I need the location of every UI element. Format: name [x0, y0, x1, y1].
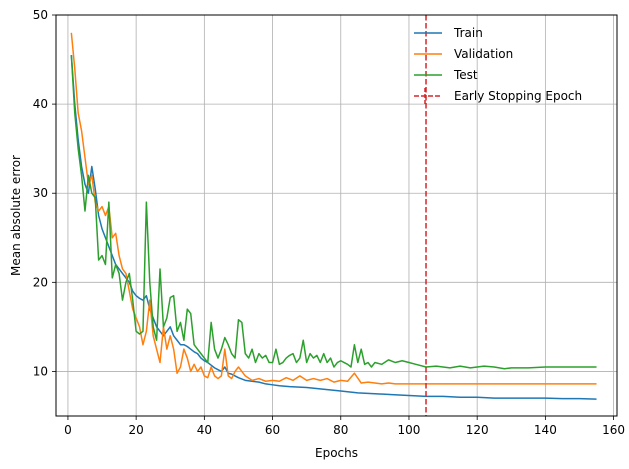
- y-tick-label: 10: [33, 364, 48, 378]
- plot-area: [70, 15, 597, 416]
- plot-frame: [55, 14, 618, 417]
- y-tick-label: 20: [33, 275, 48, 289]
- x-tick-label: 120: [466, 423, 489, 437]
- x-tick-label: 100: [398, 423, 421, 437]
- y-tick-label: 30: [33, 186, 48, 200]
- x-axis-label: Epochs: [315, 446, 358, 460]
- x-axis-ticks: 0 20 40 60 80 100 120 140 160: [64, 416, 625, 437]
- x-tick-label: 20: [129, 423, 144, 437]
- legend-label-train: Train: [453, 26, 483, 40]
- legend-label-early-stopping-epoch: Early Stopping Epoch: [454, 89, 582, 103]
- series-layer: [70, 32, 597, 400]
- series-line-train: [70, 55, 597, 400]
- series-line-validation: [70, 32, 597, 385]
- y-tick-label: 50: [33, 8, 48, 22]
- legend-label-test: Test: [453, 68, 478, 82]
- y-axis-label: Mean absolute error: [9, 155, 23, 276]
- x-tick-label: 140: [534, 423, 557, 437]
- legend-label-validation: Validation: [454, 47, 513, 61]
- series-line-test: [70, 55, 597, 370]
- y-tick-label: 40: [33, 97, 48, 111]
- x-tick-label: 160: [602, 423, 625, 437]
- x-tick-label: 80: [333, 423, 348, 437]
- y-axis-ticks: 10 20 30 40 50: [33, 8, 56, 378]
- x-tick-label: 0: [64, 423, 72, 437]
- legend: Train Validation Test Early Stopping Epoch: [414, 26, 582, 104]
- x-tick-label: 40: [197, 423, 212, 437]
- x-tick-label: 60: [265, 423, 280, 437]
